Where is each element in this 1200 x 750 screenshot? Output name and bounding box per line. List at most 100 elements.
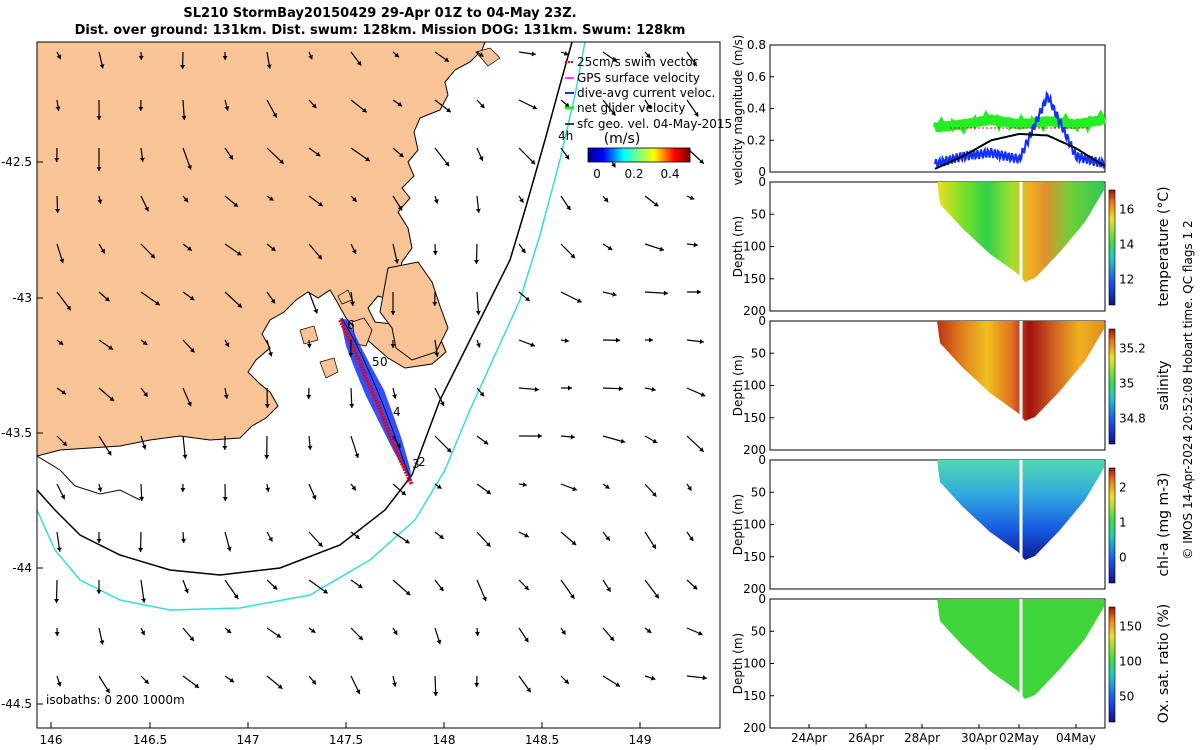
vector-arrow-head [58,340,64,345]
vector-arrow-head [646,628,652,633]
vector-arrow-head [141,598,147,603]
tasman-peninsula [379,261,449,361]
vector-arrow-head [609,636,615,641]
vector-arrow-head [696,289,701,295]
vector-arrow-head [226,628,232,634]
oxygen-ylabel: Depth (m) [731,633,745,694]
vector-arrow-head [194,683,200,688]
legend-gps-velocity: GPS surface velocity [577,71,700,85]
vector-arrow-head [138,55,144,60]
vector-arrow-head [569,594,575,599]
salinity-colorbar-label: salinity [1156,360,1172,410]
vector-arrow-head [482,596,487,602]
vector-arrow-head [478,156,484,161]
vector-arrow-head [699,339,704,345]
vector-arrow-head [358,635,363,641]
vector-arrow-head [317,542,323,547]
island-small-2 [299,325,319,345]
vector-arrow-head [181,538,186,543]
vector-arrow-head [561,629,566,635]
vector-arrow-head [142,340,148,345]
vector-arrow-head [108,345,114,350]
vector-arrow-head [612,57,617,62]
vector-arrow-head [530,342,535,347]
vector-arrow-head [233,594,239,599]
vector-arrow-head [700,392,706,397]
vector-arrow-head [444,57,449,62]
map-xtick-label: 149 [629,733,652,747]
vector-arrow-head [224,106,230,111]
vector-arrow-head [139,496,145,501]
vector-arrow-head [96,166,102,171]
map-colorbar [587,147,691,163]
velocity-ytick-label: 0.4 [747,102,766,116]
qc-flags: QC flags 1 2 [1181,220,1195,293]
credit: © IMOS 14-Apr-2024 20:52:08 Hobart time. [1181,298,1195,560]
vector-arrow-head [105,688,110,693]
vector-arrow-head [96,538,102,543]
vector-arrow-head [270,246,276,251]
velocity-panel: 0 0.2 0.4 0.6 0.8 velocity magnitude (m/s) [731,35,1106,185]
velocity-series-line [934,132,1105,170]
vector-arrow-head [401,490,406,496]
vector-arrow-head [699,159,704,164]
oxygen-colorbar [1108,606,1116,723]
map-legend: 25cm/s swim vector GPS surface velocity … [565,55,732,131]
vector-arrow-head [96,115,102,120]
vector-arrow-head [54,157,60,162]
vector-arrow-head [663,290,668,296]
colorbar-tick: 0.2 [624,167,643,181]
vector-arrow-head [611,162,616,168]
velocity-ytick-label: 0.2 [747,133,766,147]
figure-title-line1: SL210 StormBay20150429 29-Apr 01Z to 04-… [183,6,577,21]
depth-tick-label: 50 [751,624,766,638]
vector-arrow-head [279,159,284,164]
temperature-colorbar-tick: 12 [1119,273,1134,287]
depth-tick-label: 0 [758,453,766,467]
velocity-series [933,90,1106,170]
temperature-colorbar-tick: 16 [1119,203,1134,217]
south-coast-line [37,455,141,501]
depth-tick-label: 200 [743,304,766,318]
vector-arrow-head [266,64,272,69]
vector-arrow-head [349,403,355,408]
vector-arrow-head [485,542,491,547]
map-ytick-label: -44.5 [1,697,32,711]
depth-tick-label: 0 [758,592,766,606]
legend-dive-avg: dive-avg current veloc. [577,86,715,100]
vector-arrow-head [439,401,445,406]
depth-tick-label: 100 [743,518,766,532]
vector-arrow-head [54,598,60,603]
section-oxygen: 0 50 100 150 200 Depth (m) 50 100 150 Ox. sat. ra… [731,592,1172,735]
vector-arrow-head [438,534,444,539]
vector-arrow-head [434,352,440,357]
vector-arrow-head [311,494,317,500]
vector-arrow-head [236,250,242,256]
vector-arrow-head [618,386,623,392]
vector-arrow-head [571,540,577,546]
vector-arrow-head [144,679,149,684]
vector-arrow-head [187,401,192,407]
vector-arrow-head [570,253,576,259]
vector-arrow-head [604,484,610,489]
vector-arrow-head [180,64,186,69]
salinity-colorbar-tick: 35 [1119,377,1134,391]
vector-arrow-head [405,590,411,596]
vector-arrow-head [180,487,186,492]
depth-tick-label: 100 [743,379,766,393]
vector-arrow-head [233,202,239,207]
depth-tick-label: 150 [743,689,766,703]
depth-tick-label: 0 [758,314,766,328]
vector-arrow-head [56,547,62,552]
vector-arrow-head [276,633,282,638]
vector-arrow-head [109,396,115,402]
chla-colorbar-tick: 1 [1119,516,1127,530]
vector-arrow-head [651,491,657,497]
vector-arrow-head [187,246,192,251]
vector-arrow-head [237,303,242,308]
vector-arrow-head [478,52,484,57]
velocity-series-line [933,109,1106,135]
depth-tick-label: 150 [743,550,766,564]
chla-colorbar-tick: 2 [1119,481,1127,495]
vector-arrow-head [349,301,355,306]
